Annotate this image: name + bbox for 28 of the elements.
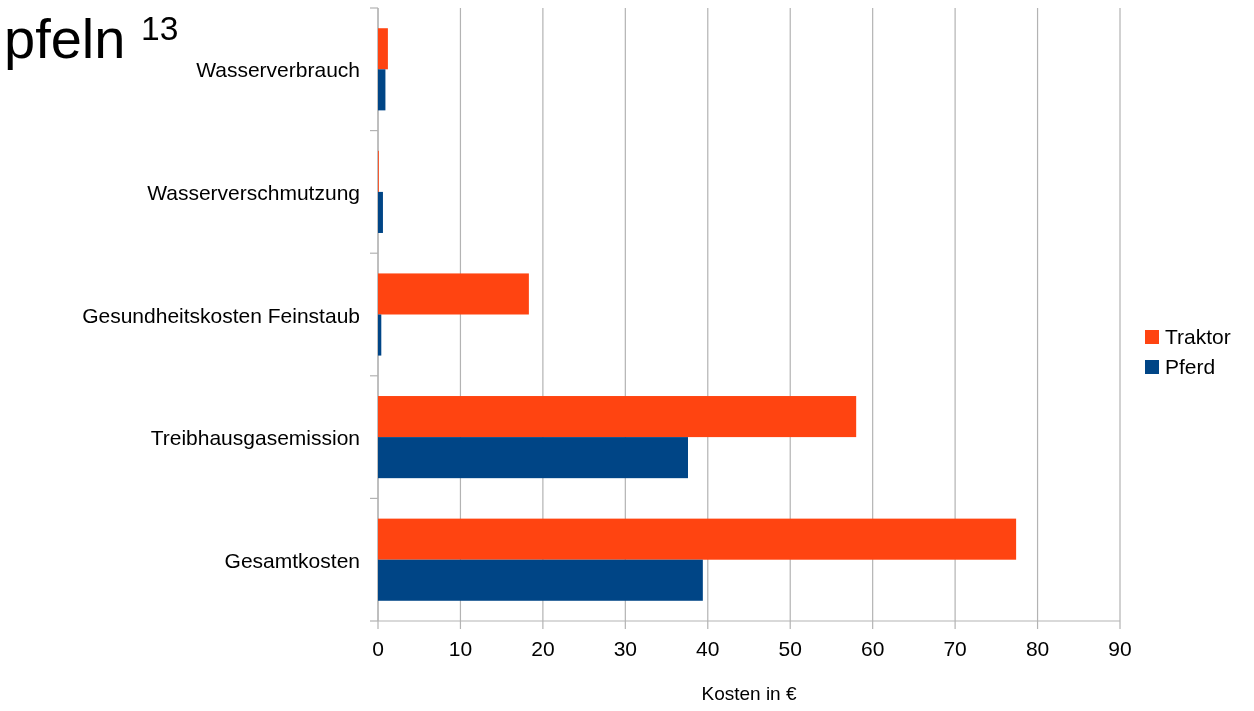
x-tick-label: 90 <box>1108 637 1132 660</box>
bar <box>378 69 386 111</box>
bar <box>378 191 383 233</box>
x-tick-label: 30 <box>613 637 638 660</box>
x-tick-label: 80 <box>1025 637 1050 660</box>
x-tick-label: 50 <box>778 637 802 660</box>
bar <box>378 559 703 601</box>
y-tick-label: Gesundheitskosten Feinstaub <box>82 303 360 327</box>
y-tick-label: Wasserverbrauch <box>196 58 360 82</box>
bar <box>378 518 1017 560</box>
bar <box>378 396 857 438</box>
x-axis-title: Kosten in € <box>701 683 797 704</box>
bar <box>378 273 529 315</box>
x-tick-label: 0 <box>372 637 384 660</box>
chart-title: pfeln $^{13}$ <box>4 7 179 70</box>
bar <box>378 314 382 356</box>
x-tick-label: 70 <box>943 637 967 660</box>
legend-label: Pferd <box>1165 355 1216 378</box>
x-tick-label: 10 <box>448 637 473 660</box>
y-tick-label: Treibhausgasemission <box>150 426 360 450</box>
x-tick-label: 20 <box>531 637 555 660</box>
bar <box>378 28 388 70</box>
bar <box>378 437 688 479</box>
y-tick-label: Gesamtkosten <box>224 548 360 572</box>
y-tick-label: Wasserverschmutzung <box>147 180 360 204</box>
x-tick-label: 40 <box>696 637 720 660</box>
legend-label: Traktor <box>1165 325 1231 348</box>
x-tick-label: 60 <box>860 637 885 660</box>
